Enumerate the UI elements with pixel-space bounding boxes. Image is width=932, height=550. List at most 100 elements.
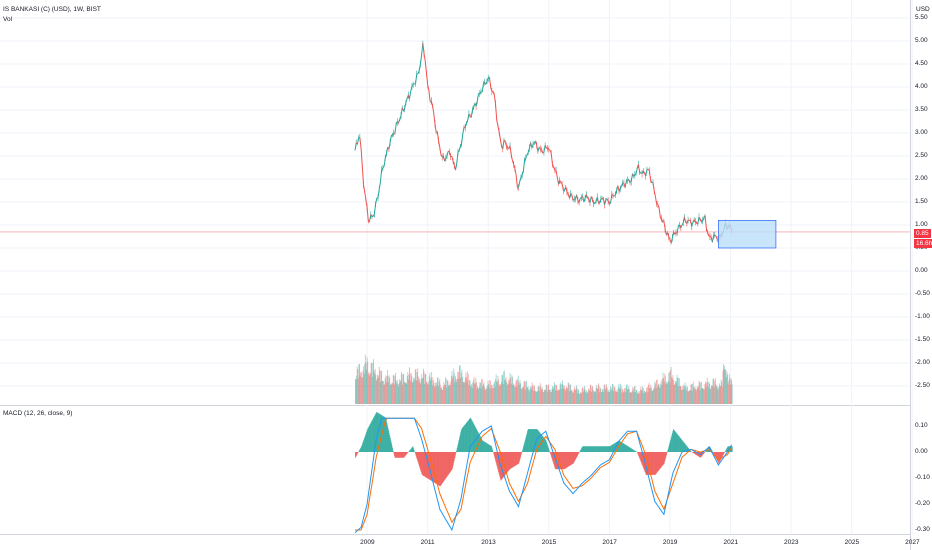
volume-bar bbox=[489, 379, 491, 404]
price-axis-label: -0.50 bbox=[915, 290, 930, 297]
volume-bar bbox=[530, 386, 531, 404]
macd-histogram-bar bbox=[509, 452, 510, 470]
volume-bar bbox=[603, 391, 605, 404]
volume-bar bbox=[464, 377, 466, 404]
macd-histogram-bar bbox=[423, 452, 425, 477]
macd-series bbox=[354, 412, 733, 533]
volume-bar bbox=[554, 384, 556, 404]
volume-bar bbox=[615, 391, 617, 404]
volume-bar bbox=[524, 389, 526, 404]
volume-bar bbox=[680, 386, 682, 404]
volume-bar bbox=[624, 387, 626, 404]
volume-bar bbox=[578, 390, 580, 404]
volume-bar bbox=[652, 390, 653, 404]
macd-histogram-bar bbox=[570, 452, 572, 466]
macd-histogram-bar bbox=[391, 445, 393, 452]
macd-histogram-bar bbox=[483, 441, 485, 452]
volume-bar bbox=[361, 377, 363, 404]
macd-histogram-bar bbox=[616, 441, 618, 452]
macd-histogram-bar bbox=[502, 452, 503, 479]
volume-bar bbox=[434, 386, 436, 404]
volume-bar bbox=[613, 391, 615, 404]
volume-bar bbox=[657, 386, 659, 404]
macd-histogram-bar bbox=[675, 432, 677, 452]
macd-histogram-bar bbox=[578, 452, 580, 454]
macd-histogram-bar bbox=[531, 429, 533, 452]
volume-bar bbox=[495, 378, 497, 404]
macd-histogram-bar bbox=[363, 440, 365, 452]
macd-histogram-bar bbox=[552, 452, 554, 463]
macd-histogram-bar bbox=[467, 420, 469, 452]
macd-histogram-bar bbox=[455, 452, 457, 453]
volume-bar bbox=[472, 388, 474, 404]
macd-histogram-bar bbox=[442, 452, 444, 483]
volume-bar bbox=[457, 371, 459, 404]
volume-bar bbox=[386, 370, 388, 404]
macd-histogram-bar bbox=[518, 452, 520, 464]
macd-histogram-bar bbox=[393, 452, 395, 456]
macd-histogram-bar bbox=[367, 427, 369, 452]
macd-histogram-bar bbox=[727, 446, 729, 452]
macd-histogram-bar bbox=[611, 444, 613, 452]
volume-bar bbox=[579, 394, 581, 404]
macd-histogram-bar bbox=[534, 429, 535, 452]
macd-histogram-bar bbox=[528, 429, 530, 452]
macd-histogram-bar bbox=[512, 452, 514, 468]
volume-bar bbox=[434, 386, 435, 404]
volume-bar bbox=[526, 387, 528, 404]
volume-bar bbox=[682, 384, 684, 404]
volume-bar bbox=[678, 377, 680, 404]
volume-bar bbox=[718, 383, 720, 404]
macd-histogram-bar bbox=[370, 423, 372, 452]
volume-bar bbox=[649, 387, 651, 404]
macd-histogram-bar bbox=[605, 446, 607, 452]
macd-histogram-bar bbox=[437, 452, 439, 485]
macd-histogram-bar bbox=[632, 449, 634, 452]
volume-bar bbox=[668, 372, 670, 404]
macd-histogram-bar bbox=[443, 452, 445, 481]
macd-histogram-bar bbox=[716, 452, 718, 461]
macd-histogram-bar bbox=[420, 452, 422, 472]
volume-bar bbox=[623, 392, 624, 404]
volume-bar bbox=[568, 391, 570, 404]
macd-histogram-bar bbox=[660, 452, 662, 468]
macd-histogram-bar bbox=[679, 437, 681, 452]
volume-bar bbox=[620, 383, 622, 404]
macd-histogram-bar bbox=[702, 452, 704, 455]
macd-histogram-bar bbox=[596, 446, 598, 452]
volume-bar bbox=[405, 383, 406, 404]
macd-histogram-bar bbox=[405, 452, 407, 456]
macd-histogram-bar bbox=[516, 452, 517, 465]
volume-bar bbox=[722, 370, 724, 404]
macd-histogram-bar bbox=[467, 421, 469, 452]
volume-bar bbox=[542, 389, 544, 404]
volume-bar bbox=[408, 374, 410, 404]
macd-histogram-bar bbox=[486, 443, 488, 452]
macd-histogram-bar bbox=[695, 452, 697, 455]
volume-bar bbox=[715, 384, 717, 404]
volume-bar bbox=[714, 380, 716, 404]
macd-histogram-bar bbox=[627, 446, 628, 452]
volume-bar bbox=[473, 376, 475, 404]
volume-bar bbox=[556, 385, 558, 404]
volume-bar bbox=[584, 389, 586, 404]
macd-histogram-bar bbox=[638, 452, 640, 458]
macd-histogram-bar bbox=[472, 422, 474, 452]
macd-histogram-bar bbox=[652, 452, 653, 475]
volume-bar bbox=[597, 388, 599, 404]
macd-histogram-bar bbox=[390, 440, 392, 452]
macd-histogram-bar bbox=[368, 426, 370, 452]
volume-bar bbox=[453, 368, 455, 404]
macd-histogram-bar bbox=[485, 442, 487, 452]
macd-histogram-bar bbox=[496, 452, 498, 466]
volume-bar bbox=[485, 387, 487, 404]
volume-bar bbox=[532, 390, 534, 404]
volume-bar bbox=[475, 381, 477, 404]
macd-histogram-bar bbox=[382, 415, 384, 452]
macd-histogram-bar bbox=[538, 431, 540, 452]
macd-histogram-bar bbox=[433, 452, 435, 483]
volume-bar bbox=[612, 384, 614, 404]
volume-bar bbox=[397, 383, 399, 404]
volume-bar bbox=[490, 388, 492, 404]
volume-bar bbox=[572, 392, 574, 404]
